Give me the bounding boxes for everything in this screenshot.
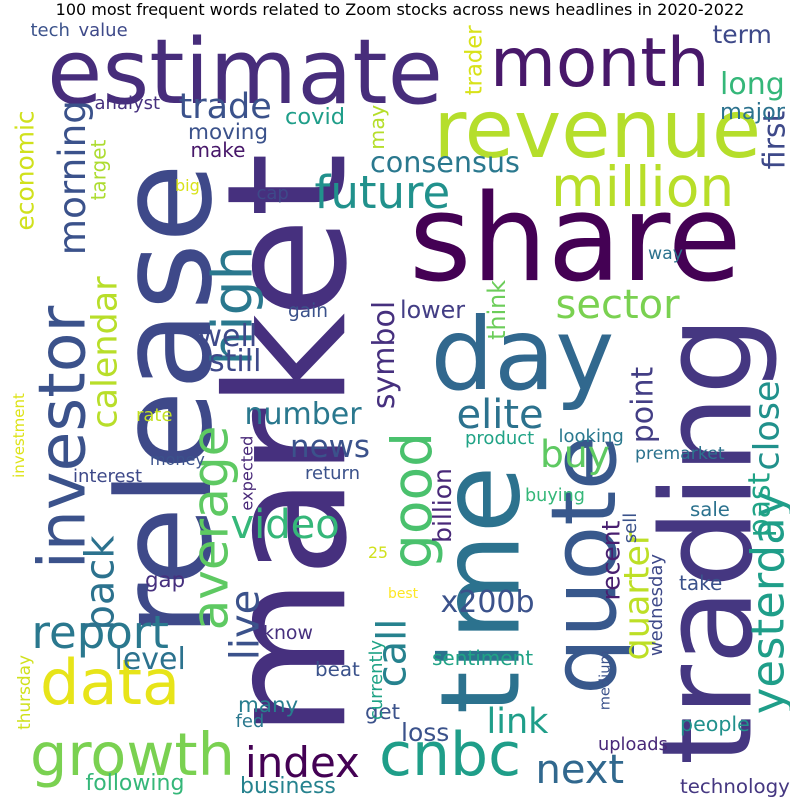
word-premarket: premarket bbox=[635, 443, 725, 464]
word-calendar: calendar bbox=[85, 276, 126, 429]
word-major: major bbox=[720, 99, 785, 125]
chart-title: 100 most frequent words related to Zoom … bbox=[55, 0, 745, 19]
word-still: still bbox=[209, 344, 262, 379]
word-past: past bbox=[741, 472, 777, 538]
word-trader: trader bbox=[461, 24, 488, 95]
word-growth: growth bbox=[30, 719, 235, 789]
word-take: take bbox=[679, 571, 723, 595]
word-video: video bbox=[230, 502, 340, 548]
word-cloud: market share release trading day time es… bbox=[10, 22, 790, 800]
word-revenue: revenue bbox=[433, 83, 762, 176]
word-tech: tech bbox=[30, 22, 70, 41]
word-target: target bbox=[85, 139, 110, 201]
word-cap: cap bbox=[256, 183, 289, 204]
word-well: well bbox=[197, 319, 258, 354]
word-month: month bbox=[490, 22, 710, 102]
word-share: share bbox=[409, 170, 742, 309]
word-wednesday: wednesday bbox=[646, 553, 668, 657]
word-beat: beat bbox=[315, 658, 360, 681]
word-consensus: consensus bbox=[370, 145, 520, 179]
word-elite: elite bbox=[456, 392, 544, 438]
word-medium: medium bbox=[596, 649, 614, 710]
word-x200b: x200b bbox=[440, 585, 535, 620]
word-sector: sector bbox=[555, 282, 680, 328]
word-back: back bbox=[77, 534, 124, 631]
word-analyst: analyst bbox=[94, 93, 161, 114]
word-many: many bbox=[238, 693, 299, 718]
word-close: close bbox=[747, 379, 788, 471]
word-sentiment: sentiment bbox=[432, 646, 534, 670]
word-value: value bbox=[78, 22, 128, 41]
word-loss: loss bbox=[401, 718, 450, 747]
word-million: million bbox=[551, 155, 735, 219]
word-get: get bbox=[365, 700, 400, 725]
word-money: money bbox=[150, 450, 205, 469]
word-cnbc: cnbc bbox=[379, 720, 522, 790]
word-sale: sale bbox=[690, 497, 730, 521]
word-investment: investment bbox=[10, 392, 28, 478]
word-lower: lower bbox=[400, 295, 466, 324]
word-make: make bbox=[190, 138, 246, 162]
word-buy: buy bbox=[540, 432, 610, 476]
word-expected: expected bbox=[236, 435, 256, 511]
word-technology: technology bbox=[680, 775, 790, 798]
word-business: business bbox=[240, 774, 336, 799]
word-currently: currently bbox=[366, 639, 388, 721]
word-symbol: symbol bbox=[367, 300, 403, 410]
word-billion: billion bbox=[427, 467, 457, 543]
word-next: next bbox=[535, 747, 625, 793]
word-morning: morning bbox=[49, 100, 94, 256]
word-gain: gain bbox=[288, 301, 328, 322]
word-data: data bbox=[40, 645, 181, 719]
word-economic: economic bbox=[10, 109, 40, 230]
word-point: point bbox=[624, 366, 660, 444]
word-future: future bbox=[314, 166, 451, 219]
word-following: following bbox=[85, 771, 185, 796]
word-live: live bbox=[221, 589, 268, 661]
word-sell: sell bbox=[620, 512, 642, 543]
word-day: day bbox=[430, 296, 615, 413]
word-25: 25 bbox=[368, 543, 388, 562]
word-big: big bbox=[175, 176, 200, 195]
word-buying: buying bbox=[525, 486, 585, 506]
word-news: news bbox=[290, 429, 370, 465]
word-estimate: estimate bbox=[47, 22, 444, 125]
word-think: think bbox=[482, 279, 511, 340]
word-term: term bbox=[712, 22, 772, 49]
word-know: know bbox=[263, 621, 313, 644]
word-number: number bbox=[244, 397, 362, 432]
word-people: people bbox=[680, 712, 750, 736]
word-product: product bbox=[465, 428, 535, 449]
word-gap: gap bbox=[145, 568, 186, 593]
word-long: long bbox=[720, 67, 785, 102]
word-rate: rate bbox=[136, 405, 173, 426]
word-recent: recent bbox=[595, 520, 625, 600]
word-looking: looking bbox=[558, 426, 624, 447]
word-return: return bbox=[305, 463, 361, 484]
word-uploads: uploads bbox=[598, 734, 668, 755]
word-index: index bbox=[245, 737, 360, 787]
word-way: way bbox=[648, 243, 683, 264]
word-link: link bbox=[486, 702, 549, 742]
word-report: report bbox=[31, 606, 169, 659]
word-may: may bbox=[365, 104, 390, 150]
word-covid: covid bbox=[285, 104, 345, 130]
word-level: level bbox=[114, 642, 186, 677]
word-moving: moving bbox=[188, 119, 269, 145]
word-interest: interest bbox=[73, 466, 143, 487]
word-best: best bbox=[388, 586, 419, 602]
word-trade: trade bbox=[178, 87, 272, 127]
word-thursday: thursday bbox=[13, 655, 34, 730]
word-fed: fed bbox=[235, 711, 265, 732]
